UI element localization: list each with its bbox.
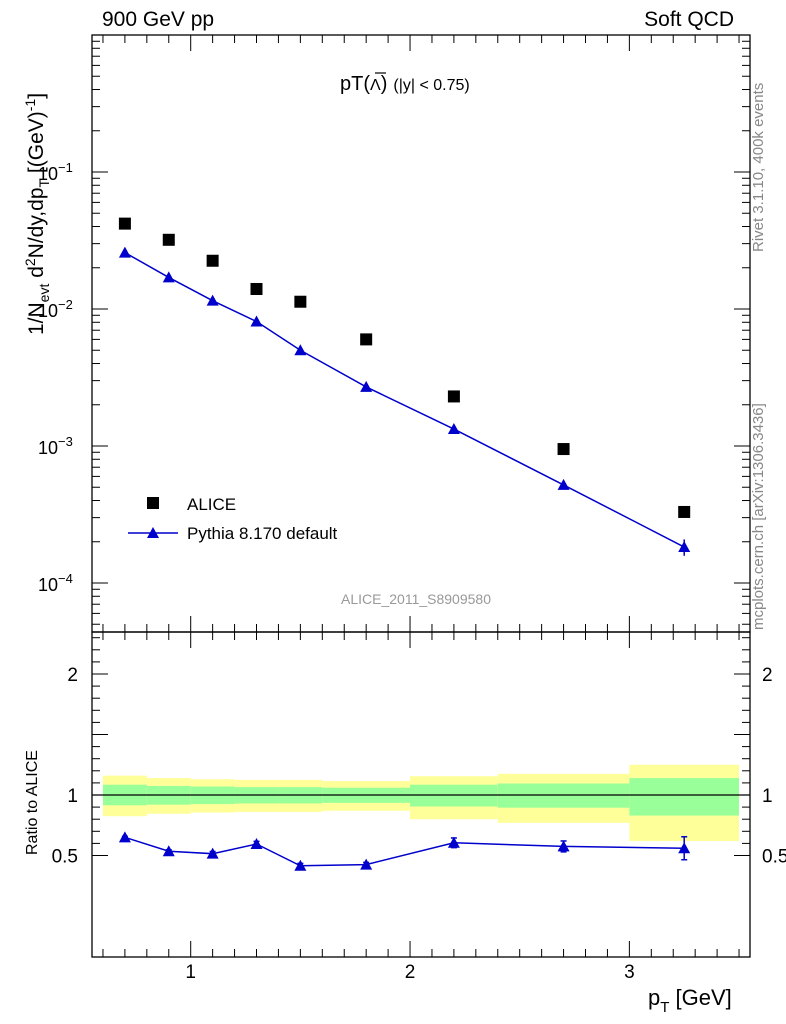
legend-marker-alice	[147, 497, 159, 509]
ratio-uncertainty-bands	[102, 764, 740, 841]
analysis-watermark: ALICE_2011_S8909580	[341, 591, 491, 607]
main-y-axis-label: 1/Nevt d2N/dy,dpT [(GeV)-1]	[22, 93, 52, 335]
alice-data-point	[294, 295, 307, 308]
ratio-band-inner	[629, 778, 740, 816]
alice-data-point	[447, 390, 460, 403]
y-tick-label-1e-3: 10−3	[38, 434, 73, 458]
legend-label-alice: ALICE	[187, 495, 236, 514]
alice-data-point	[206, 254, 219, 267]
ratio-data-point	[360, 858, 373, 870]
legend-label-pythia: Pythia 8.170 default	[187, 524, 338, 543]
y-tick-label-1e-1: 10−1	[38, 160, 73, 184]
ratio-y-tick-label: 1	[67, 786, 78, 807]
pythia-data-point	[118, 246, 131, 258]
header-left-label: 900 GeV pp	[102, 8, 215, 31]
ratio-y-tick-label: 0.5	[52, 847, 78, 868]
alice-data-point	[678, 505, 691, 518]
pythia-data-point	[206, 294, 219, 306]
ratio-y-axis-label: Ratio to ALICE	[24, 750, 41, 855]
legend-marker-pythia	[147, 527, 159, 538]
ratio-y-tick-labels: 0.5 0.5 1 1 2 2	[52, 665, 786, 868]
pythia-data-point	[360, 380, 373, 392]
ratio-data-point	[118, 831, 131, 843]
ratio-data-point	[557, 840, 570, 852]
ratio-axis-ticks	[92, 632, 750, 957]
pythia-data-point	[447, 423, 460, 435]
pythia-data-point	[250, 315, 263, 327]
title-rapidity-cut: (|y| < 0.75)	[393, 77, 469, 94]
title-lambda-symbol: Λ	[370, 77, 381, 94]
pythia-data-point	[294, 344, 307, 356]
x-axis-label: pT [GeV]	[648, 985, 732, 1016]
ratio-line	[124, 836, 685, 867]
title-close-paren: )	[381, 73, 388, 95]
alice-data-point	[360, 333, 373, 346]
y-tick-label-1e-2: 10−2	[38, 297, 73, 321]
ratio-data-point	[678, 842, 691, 854]
ratio-y-tick-label-right: 1	[762, 786, 773, 807]
ratio-x-tick-label: 1	[185, 962, 196, 983]
y-tick-label-1e-4: 10−4	[38, 571, 73, 595]
ratio-x-tick-labels: 1 2 3	[185, 962, 634, 983]
alice-data-point	[557, 443, 570, 456]
ratio-x-tick-label: 3	[624, 962, 635, 983]
ratio-data-point	[447, 836, 460, 848]
ratio-data-point	[294, 859, 307, 871]
pythia-data-point	[162, 271, 175, 283]
title-pt: pT(	[340, 73, 370, 95]
ratio-y-tick-label: 2	[67, 665, 78, 686]
ratio-y-tick-label-right: 0.5	[762, 847, 786, 868]
main-y-tick-labels: 10−1 10−2 10−3 10−4	[38, 160, 73, 595]
header-right-label: Soft QCD	[644, 8, 734, 31]
main-data-series	[118, 217, 691, 556]
pythia-data-point	[678, 541, 691, 553]
alice-data-point	[250, 282, 263, 295]
ratio-x-tick-label: 2	[405, 962, 416, 983]
alice-data-point	[118, 217, 131, 230]
pythia-data-point	[557, 478, 570, 490]
ratio-y-tick-label-right: 2	[762, 665, 773, 686]
main-panel-title: pT(Λ) (|y| < 0.75)	[340, 73, 470, 95]
ratio-data-point	[162, 845, 175, 857]
ratio-data-point	[206, 847, 219, 859]
alice-data-point	[162, 233, 175, 246]
legend: ALICE Pythia 8.170 default	[128, 495, 338, 543]
ratio-data-series	[118, 831, 691, 871]
ratio-data-point	[250, 838, 263, 850]
main-axis-ticks	[92, 34, 750, 632]
